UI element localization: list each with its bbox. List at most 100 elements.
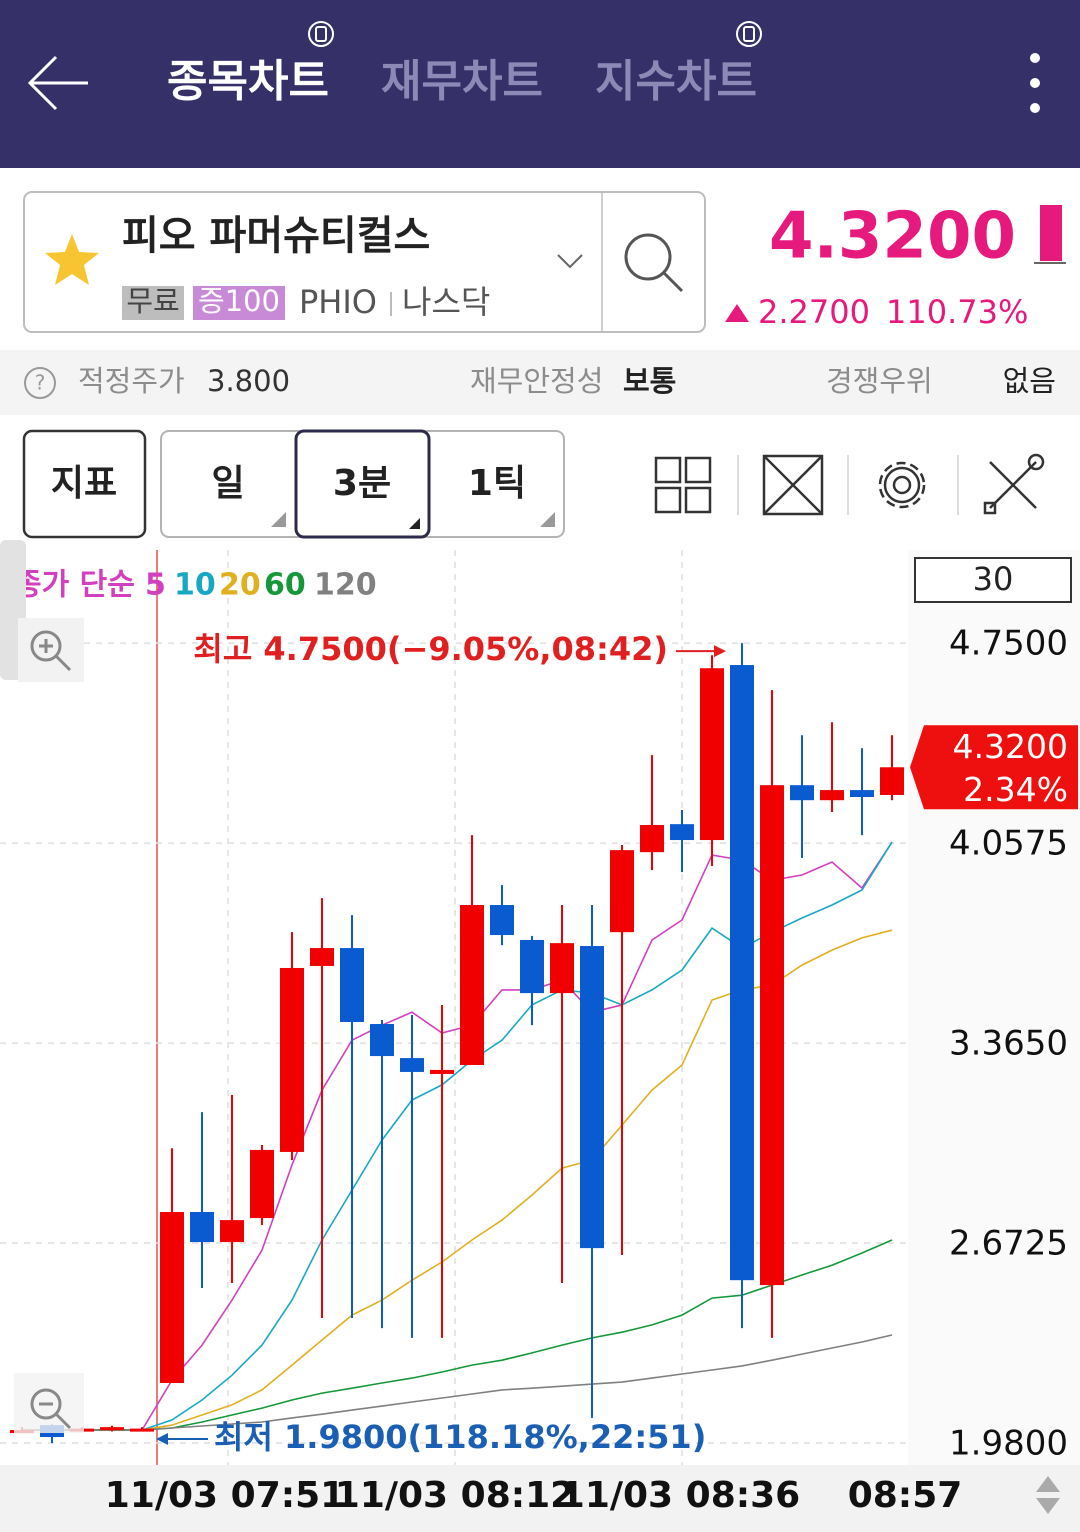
y-tick-label: 1.9800 xyxy=(949,1424,1068,1464)
dropdown-chevron xyxy=(557,254,583,269)
help-icon[interactable] xyxy=(24,367,56,399)
scroll-arrows[interactable] xyxy=(1036,1476,1060,1514)
candle-body xyxy=(640,825,664,853)
period-count: 30 xyxy=(973,560,1014,598)
candle-body xyxy=(550,943,574,994)
layout-button[interactable] xyxy=(654,456,712,514)
help-mark: ? xyxy=(35,371,46,395)
corner-marks xyxy=(271,512,555,529)
candle-body xyxy=(820,790,844,801)
period-button[interactable]: 1틱 xyxy=(468,463,526,504)
candle-body xyxy=(520,939,544,994)
candle-body xyxy=(850,790,874,798)
candle-body xyxy=(160,1212,184,1383)
time-axis xyxy=(0,1465,1080,1532)
candle-body xyxy=(280,967,304,1152)
candle-body xyxy=(340,948,364,1022)
candle-body xyxy=(190,1212,214,1243)
candle-body xyxy=(490,905,514,936)
back-button[interactable] xyxy=(27,55,88,111)
tools-button[interactable] xyxy=(983,453,1045,515)
info-value: 보통 xyxy=(623,364,676,398)
tag: 무료 xyxy=(126,284,179,318)
legend-label: 120 xyxy=(314,568,377,603)
info-label: 적정주가 xyxy=(78,364,185,398)
favorite-star[interactable] xyxy=(45,234,99,285)
legend-label: 20 xyxy=(219,568,261,603)
candle-body xyxy=(880,767,904,795)
zoom-in-button[interactable] xyxy=(18,618,84,682)
info-label: 경쟁우위 xyxy=(826,364,933,398)
period-button[interactable]: 일 xyxy=(211,463,244,504)
last-price: 4.3200 xyxy=(953,727,1068,766)
tag-box xyxy=(122,286,184,320)
period-box[interactable] xyxy=(914,557,1072,603)
settings-button[interactable] xyxy=(878,461,926,509)
menu-button[interactable] xyxy=(1030,53,1040,113)
period-selected[interactable] xyxy=(294,429,431,539)
zoom-out-button[interactable] xyxy=(14,1373,84,1433)
x-tick-label: 08:57 xyxy=(848,1475,963,1516)
x-tick-label: 11/03 08:36 xyxy=(560,1475,800,1516)
ticker: PHIO xyxy=(299,283,377,321)
info-value: 3.800 xyxy=(207,364,290,398)
candle-body xyxy=(460,905,484,1066)
period-button[interactable]: 3분 xyxy=(333,463,391,504)
candle-body xyxy=(700,668,724,841)
candle-body xyxy=(220,1220,244,1243)
candle-body xyxy=(100,1427,124,1431)
candle-body xyxy=(790,785,814,801)
last-change: 2.34% xyxy=(963,770,1068,809)
y-tick-label: 3.3650 xyxy=(949,1024,1068,1064)
price-bar xyxy=(1040,205,1062,261)
candle-body xyxy=(430,1069,454,1074)
x-tick-label: 11/03 07:51 xyxy=(105,1475,345,1516)
sync-icon xyxy=(308,21,762,47)
candle-body xyxy=(400,1058,424,1072)
search-button[interactable] xyxy=(624,233,684,293)
x-tick-label: 11/03 08:12 xyxy=(335,1475,575,1516)
info-bar xyxy=(0,350,1080,415)
legend-label: 종가 단순 xyxy=(14,568,135,603)
legend-label: 5 xyxy=(145,568,166,603)
candle-body xyxy=(250,1149,274,1219)
candle-body xyxy=(580,946,604,1249)
button-label: 지표 xyxy=(51,463,117,504)
indicator-button[interactable] xyxy=(22,429,147,539)
y-tick-label: 2.6725 xyxy=(949,1224,1068,1264)
candle-body xyxy=(670,824,694,841)
legend-label: 10 xyxy=(174,568,216,603)
candle-body xyxy=(370,1024,394,1057)
candle-body xyxy=(760,785,784,1286)
chart: 4.7500 4.0575 3.3650 2.6725 1.9800 종가 단순 5 10 20… xyxy=(0,550,1078,1532)
tag: 증100 xyxy=(198,284,280,318)
plot-area xyxy=(0,550,908,1465)
candle-body xyxy=(730,665,754,1281)
up-triangle xyxy=(725,304,749,322)
candle-body xyxy=(610,850,634,933)
candle-body xyxy=(310,948,334,966)
low-annotation: 최저 1.9800(118.18%,22:51) xyxy=(214,1418,706,1456)
tab[interactable]: 재무차트 xyxy=(381,56,543,107)
tag-box xyxy=(193,286,285,320)
stock-name: 피오 파머슈티컬스 xyxy=(122,213,430,259)
price-change: 2.2700 xyxy=(758,293,870,331)
tab[interactable]: 종목차트 xyxy=(167,56,329,107)
legend-label: 60 xyxy=(264,568,306,603)
fullscreen-button[interactable] xyxy=(762,454,824,516)
info-label: 재무안정성 xyxy=(470,364,603,398)
high-arrowhead xyxy=(714,645,726,658)
low-arrowhead xyxy=(156,1433,168,1446)
high-annotation: 최고 4.7500(−9.05%,08:42) xyxy=(193,630,668,668)
price-change-percent: 110.73% xyxy=(886,293,1028,331)
tab[interactable]: 지수차트 xyxy=(595,56,757,107)
ma-line xyxy=(22,1334,893,1431)
y-tick-label: 4.7500 xyxy=(949,624,1068,664)
current-price: 4.3200 xyxy=(769,200,1016,274)
last-price-tag xyxy=(910,725,1078,810)
y-tick-label: 4.0575 xyxy=(949,824,1068,864)
header-bar xyxy=(0,0,1080,168)
info-value: 없음 xyxy=(1003,364,1056,398)
